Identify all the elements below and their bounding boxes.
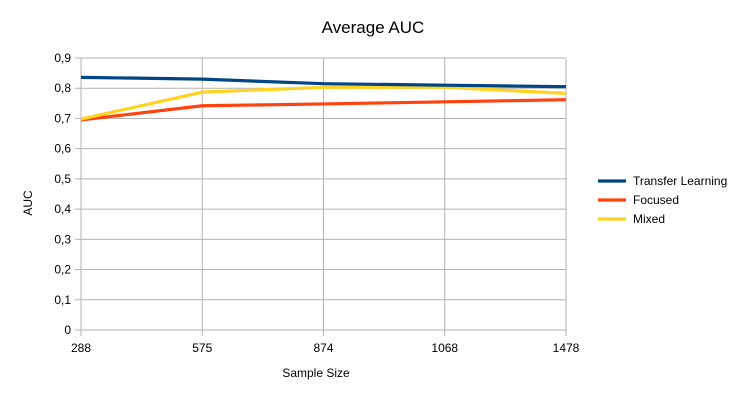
series-lines bbox=[80, 75, 567, 122]
legend-label: Transfer Learning bbox=[633, 174, 727, 188]
y-tick-label: 0,4 bbox=[54, 202, 71, 216]
y-axis-label: AUC bbox=[21, 190, 35, 216]
x-axis-label: Sample Size bbox=[282, 366, 350, 380]
x-tick-label: 874 bbox=[313, 341, 333, 355]
legend-label: Mixed bbox=[633, 212, 665, 226]
y-tick-label: 0,2 bbox=[54, 263, 71, 277]
legend: Transfer Learning Focused Mixed bbox=[598, 174, 727, 226]
y-tick-label: 0,3 bbox=[54, 232, 71, 246]
series-line-focused bbox=[80, 98, 567, 122]
y-tick-label: 0,9 bbox=[54, 51, 71, 65]
x-tick-label: 1068 bbox=[431, 341, 458, 355]
x-tick-label: 575 bbox=[192, 341, 212, 355]
y-tick-label: 0,6 bbox=[54, 142, 71, 156]
y-tick-label: 0,5 bbox=[54, 172, 71, 186]
y-tick-label: 0,1 bbox=[54, 293, 71, 307]
series-line-transfer-learning bbox=[80, 75, 567, 89]
x-axis-ticks: 288 575 874 1068 1478 bbox=[71, 341, 580, 355]
x-tick-label: 1478 bbox=[553, 341, 580, 355]
y-tick-label: 0,7 bbox=[54, 111, 71, 125]
y-axis-ticks: 0 0,1 0,2 0,3 0,4 0,5 0,6 0,7 0,8 0,9 bbox=[54, 51, 81, 337]
y-tick-label: 0 bbox=[64, 323, 71, 337]
x-tick-label: 288 bbox=[71, 341, 91, 355]
y-tick-label: 0,8 bbox=[54, 81, 71, 95]
chart-title: Average AUC bbox=[322, 18, 425, 37]
series-line-mixed bbox=[80, 85, 567, 121]
legend-label: Focused bbox=[633, 193, 679, 207]
